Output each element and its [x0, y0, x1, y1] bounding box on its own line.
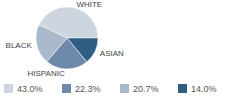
legend-swatch: [178, 84, 187, 93]
slice-label: WHITE: [76, 0, 102, 9]
pie-slice: [36, 25, 67, 62]
legend-label: 43.0%: [17, 84, 43, 94]
legend-swatch: [120, 84, 129, 93]
legend-label: 14.0%: [191, 84, 217, 94]
legend: 43.0% 22.3% 20.7% 14.0%: [4, 84, 217, 94]
slices: [36, 7, 98, 69]
legend-swatch: [4, 84, 13, 93]
legend-swatch: [62, 84, 71, 93]
slice-label: HISPANIC: [27, 69, 64, 78]
chart-container: WHITE ASIAN HISPANIC BLACK 43.0% 22.3% 20.7% 14…: [0, 0, 240, 100]
legend-label: 20.7%: [133, 84, 159, 94]
slice-label: BLACK: [6, 41, 33, 50]
slice-labels: WHITE ASIAN HISPANIC BLACK: [6, 0, 124, 78]
chart-svg: WHITE ASIAN HISPANIC BLACK 43.0% 22.3% 20.7% 14…: [0, 0, 240, 100]
slice-label: ASIAN: [100, 49, 124, 58]
legend-label: 22.3%: [75, 84, 101, 94]
